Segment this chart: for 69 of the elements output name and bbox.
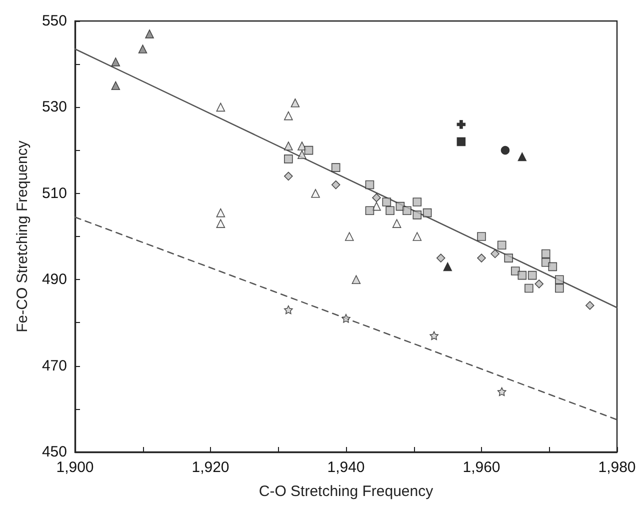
y-tick-label: 490 [42,271,67,288]
point [510,266,520,276]
point [290,98,300,108]
point [555,284,564,293]
point [111,58,120,66]
point [402,206,412,216]
point [298,150,306,160]
point [518,270,527,280]
point [541,249,550,258]
point [497,387,506,396]
point [412,198,422,206]
point [365,180,374,190]
point [528,270,537,280]
point [477,232,486,241]
point [284,172,293,181]
point [331,163,340,172]
point [534,280,544,288]
point [456,137,466,146]
point [298,142,306,150]
y-tick-label: 530 [42,98,67,116]
y-tick-label: 470 [42,357,67,374]
point [392,219,402,228]
point [382,198,392,206]
point [216,102,226,112]
x-tick-label: 1,980 [598,459,636,476]
point [386,206,394,216]
x-tick-label: 1,940 [327,459,365,476]
point [145,30,154,38]
point [138,44,148,54]
point [304,146,314,155]
point [412,232,422,241]
point [331,180,340,190]
point [284,305,293,314]
point [284,154,293,164]
point [372,193,381,202]
point [456,120,466,129]
point [518,152,527,162]
y-tick-label: 550 [42,12,67,30]
x-tick-label: 1,900 [56,459,94,476]
point [111,81,120,90]
y-tick-label: 510 [42,184,67,202]
x-tick-label: 1,960 [462,459,500,476]
point [504,254,513,262]
point [430,331,438,340]
point [443,262,452,272]
point [497,240,506,250]
point [490,249,500,258]
point [548,262,558,272]
point [500,146,510,155]
x-axis-title: C-O Stretching Frequency [258,483,434,500]
x-tick-label: 1,920 [192,459,230,476]
y-axis-title: Fe-CO Stretching Frequency [14,140,31,332]
point [524,284,534,293]
point [216,219,226,228]
point [216,208,226,218]
point [365,206,374,216]
y-tick-label: 450 [42,444,67,460]
point [342,314,350,323]
point [422,208,432,218]
point [311,189,320,198]
point [586,301,594,310]
point [555,275,564,284]
point [436,254,446,262]
point [412,210,422,220]
point [352,275,361,284]
point [284,111,293,120]
point [344,232,354,241]
point [284,142,293,150]
point [477,254,486,262]
